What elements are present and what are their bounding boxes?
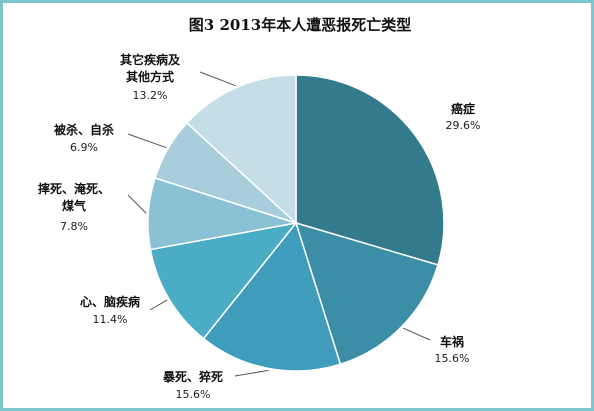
slice-label-name: 癌症	[451, 101, 475, 116]
slice-label-value: 7.8%	[60, 220, 88, 233]
slice-label-sudden-death: 暴死、猝死 15.6%	[162, 369, 223, 401]
slice-label-name: 被杀、自杀	[54, 122, 114, 137]
slice-label-name: 其它疾病及其他方式	[120, 52, 181, 84]
slice-label-value: 29.6%	[446, 119, 481, 132]
leader-line-car-accident	[403, 328, 430, 340]
leader-line-fall-drown-gas	[128, 195, 146, 213]
slice-label-name: 心、脑疾病	[80, 294, 140, 309]
slice-label-name: 车祸	[440, 334, 464, 349]
slice-label-value: 15.6%	[176, 388, 211, 401]
slice-label-fall-drown-gas: 摔死、淹死、煤气 7.8%	[38, 181, 110, 233]
slice-label-killed-suicide: 被杀、自杀 6.9%	[54, 122, 114, 154]
slice-label-value: 15.6%	[435, 352, 470, 365]
slice-label-name: 暴死、猝死	[162, 369, 223, 384]
slice-label-car-accident: 车祸 15.6%	[435, 334, 470, 365]
slice-label-value: 13.2%	[133, 89, 168, 102]
leader-line-sudden-death	[235, 370, 268, 376]
slice-label-cancer: 癌症 29.6%	[446, 101, 481, 132]
chart-title: 图3 2013年本人遭恶报死亡类型	[189, 16, 411, 34]
slice-label-other: 其它疾病及其他方式 13.2%	[120, 52, 181, 102]
slice-label-value: 6.9%	[70, 141, 98, 154]
leader-line-other	[200, 72, 236, 86]
slice-label-name: 摔死、淹死、煤气	[38, 181, 110, 213]
leader-line-heart-brain	[150, 300, 167, 310]
slice-label-value: 11.4%	[93, 313, 128, 326]
pie-slices	[148, 75, 444, 371]
leader-line-killed-suicide	[128, 134, 166, 148]
slice-label-heart-brain: 心、脑疾病 11.4%	[80, 294, 140, 326]
